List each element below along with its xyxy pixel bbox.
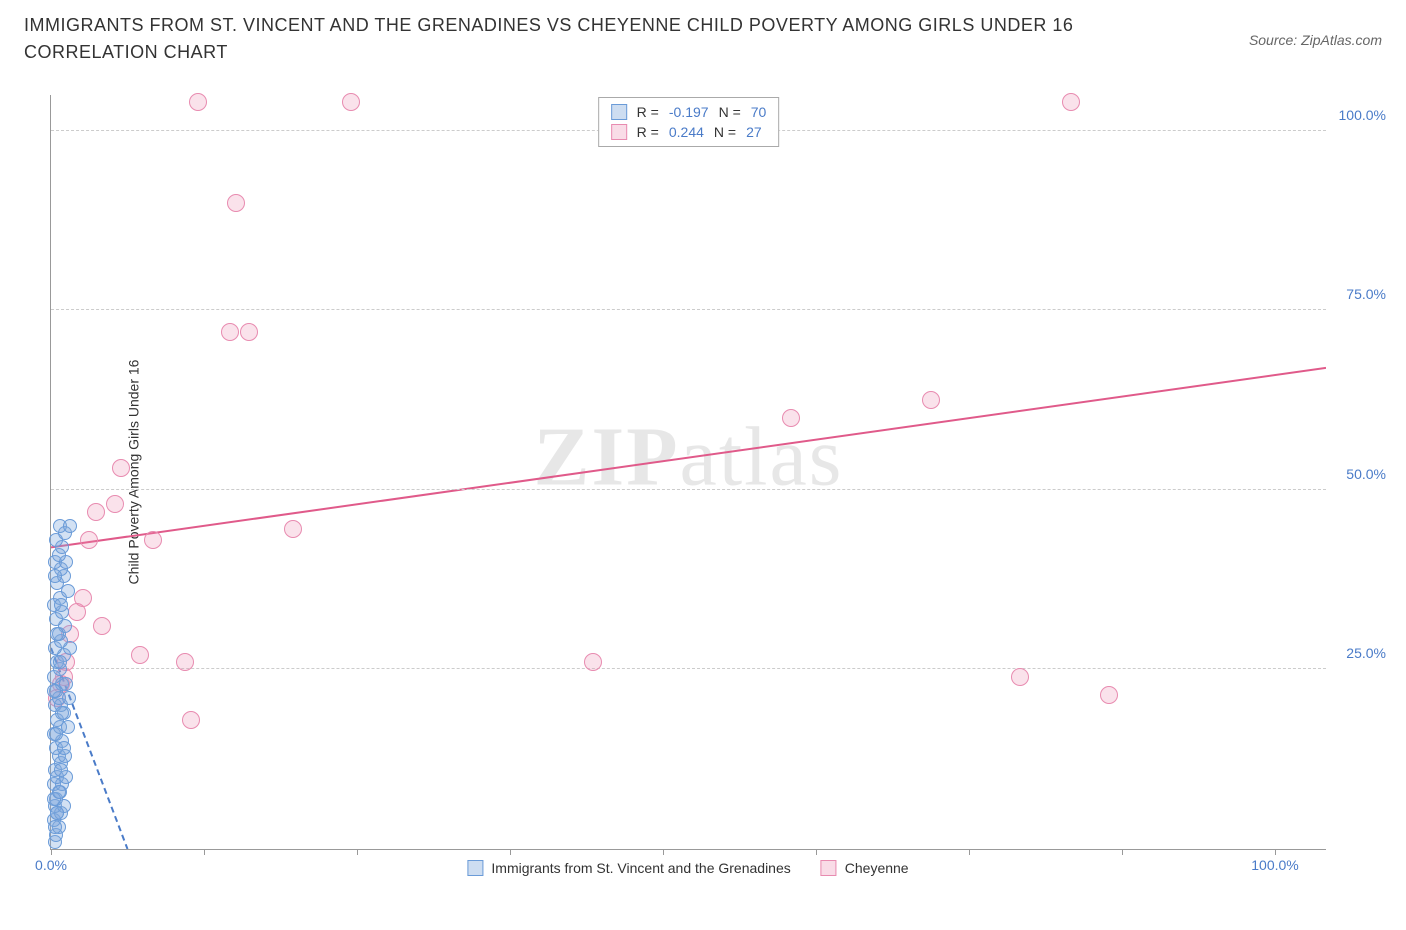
data-point [93,617,111,635]
scatter-plot: ZIPatlas Child Poverty Among Girls Under… [50,95,1326,850]
r-value-a: -0.197 [669,104,709,120]
data-point [1011,668,1029,686]
data-point [62,691,76,705]
legend-label-b: Cheyenne [845,860,909,876]
legend-label-a: Immigrants from St. Vincent and the Gren… [491,860,790,876]
data-point [80,531,98,549]
legend-row-b: R = 0.244 N = 27 [611,122,767,142]
data-point [1100,686,1118,704]
data-point [1062,93,1080,111]
chart-title: IMMIGRANTS FROM ST. VINCENT AND THE GREN… [24,12,1124,66]
legend-item-a: Immigrants from St. Vincent and the Gren… [467,860,790,876]
x-tick-label: 100.0% [1251,857,1298,873]
data-point [922,391,940,409]
x-tick-label: 0.0% [35,857,67,873]
data-point [50,806,64,820]
data-point [54,763,68,777]
r-label: R = [637,104,659,120]
data-point [53,655,67,669]
data-point [57,741,71,755]
data-point [227,194,245,212]
data-point [221,323,239,341]
chart-container: ZIPatlas Child Poverty Among Girls Under… [50,95,1326,880]
n-label: N = [714,124,736,140]
data-point [106,495,124,513]
data-point [189,93,207,111]
y-tick-label: 100.0% [1339,107,1386,123]
correlation-legend: R = -0.197 N = 70 R = 0.244 N = 27 [598,97,780,147]
swatch-series-b [611,124,627,140]
data-point [782,409,800,427]
data-point [342,93,360,111]
y-tick-label: 50.0% [1346,466,1386,482]
data-point [48,820,62,834]
data-point [112,459,130,477]
header: IMMIGRANTS FROM ST. VINCENT AND THE GREN… [0,0,1406,70]
y-tick-label: 25.0% [1346,645,1386,661]
data-point [49,727,63,741]
data-point [144,531,162,549]
data-point [59,677,73,691]
swatch-b-icon [821,860,837,876]
data-point [584,653,602,671]
data-point [52,785,66,799]
data-point [87,503,105,521]
data-point [50,627,64,641]
data-point [240,323,258,341]
series-legend: Immigrants from St. Vincent and the Gren… [467,860,908,876]
data-point [54,598,68,612]
source-attribution: Source: ZipAtlas.com [1249,32,1382,48]
data-point [131,646,149,664]
r-value-b: 0.244 [669,124,704,140]
y-tick-label: 75.0% [1346,286,1386,302]
data-point [63,519,77,533]
data-point [74,589,92,607]
swatch-a-icon [467,860,483,876]
n-value-b: 27 [746,124,762,140]
data-point [284,520,302,538]
n-value-a: 70 [751,104,767,120]
n-label: N = [719,104,741,120]
swatch-series-a [611,104,627,120]
legend-item-b: Cheyenne [821,860,909,876]
data-point [48,569,62,583]
data-point [47,684,61,698]
legend-row-a: R = -0.197 N = 70 [611,102,767,122]
data-point [176,653,194,671]
r-label: R = [637,124,659,140]
data-point [55,706,69,720]
data-point [182,711,200,729]
